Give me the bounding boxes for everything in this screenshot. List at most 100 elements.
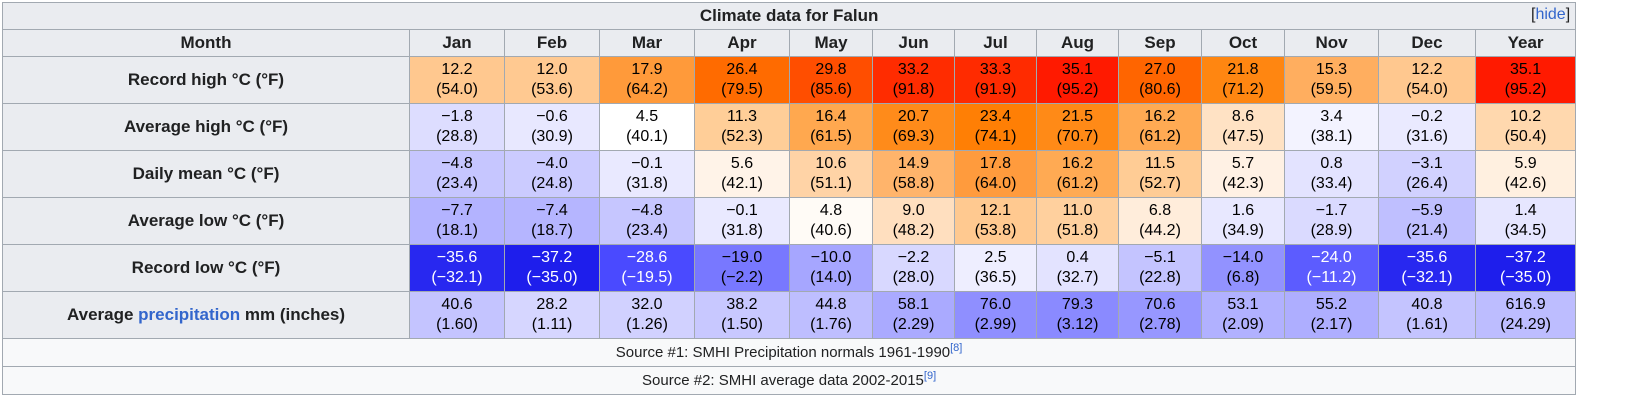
month-header-feb: Feb (504, 29, 600, 57)
fahrenheit-value: (18.7) (531, 222, 573, 239)
data-cell: −0.1 (31.8) (599, 150, 695, 198)
data-cell: −35.6 (−32.1) (1378, 244, 1476, 292)
celsius-value: 10.6 (815, 155, 847, 172)
precipitation-link[interactable]: precipitation (138, 305, 241, 324)
fahrenheit-value: (52.7) (1139, 175, 1181, 192)
fahrenheit-value: (33.4) (1310, 175, 1353, 192)
fahrenheit-value: (1.50) (721, 316, 763, 333)
fahrenheit-value: (1.26) (626, 316, 668, 333)
table-row: Record low °C (°F) −35.6 (−32.1) −37.2 (−35.… (2, 244, 1577, 292)
celsius-value: 55.2 (1315, 296, 1348, 313)
fahrenheit-value: (1.11) (531, 316, 573, 333)
celsius-value: 32.0 (631, 296, 663, 313)
fahrenheit-value: (53.8) (974, 222, 1017, 239)
celsius-value: 76.0 (979, 296, 1012, 313)
fahrenheit-value: (70.7) (1056, 128, 1099, 145)
month-header-may: May (789, 29, 873, 57)
data-cell: 2.5 (36.5) (954, 244, 1037, 292)
data-cell: −0.2 (31.6) (1378, 103, 1476, 151)
data-cell: 33.2 (91.8) (872, 56, 955, 104)
data-cell: 44.8 (1.76) (789, 291, 873, 339)
year-cell: 616.9 (24.29) (1474, 291, 1577, 339)
fahrenheit-value: (2.29) (892, 316, 935, 333)
celsius-value: 38.2 (726, 296, 758, 313)
celsius-value: −1.7 (1315, 202, 1348, 219)
fahrenheit-value: (−11.2) (1306, 269, 1357, 286)
celsius-value: −3.1 (1411, 155, 1443, 172)
source-text: Source #2: SMHI average data 2002-2015 (642, 372, 924, 389)
celsius-value: −24.0 (1311, 249, 1352, 266)
data-cell: 33.3 (91.9) (954, 56, 1037, 104)
celsius-value: −0.1 (726, 202, 758, 219)
celsius-value: 12.2 (1411, 61, 1443, 78)
data-cell: 3.4 (38.1) (1284, 103, 1379, 151)
table-row: Average high °C (°F) −1.8 (28.8) −0.6 (30.9)… (2, 103, 1577, 151)
data-cell: 16.2 (61.2) (1118, 103, 1202, 151)
reference-link[interactable]: [8] (950, 342, 963, 354)
fahrenheit-value: (31.8) (626, 175, 668, 192)
fahrenheit-value: (28.9) (1310, 222, 1353, 239)
fahrenheit-value: (6.8) (1226, 269, 1260, 286)
data-cell: −7.4 (18.7) (504, 197, 600, 245)
celsius-value: 35.1 (1510, 61, 1542, 78)
data-cell: 28.2 (1.11) (504, 291, 600, 339)
data-cell: −5.9 (21.4) (1378, 197, 1476, 245)
celsius-value: 15.3 (1315, 61, 1348, 78)
fahrenheit-value: (28.8) (436, 128, 478, 145)
celsius-value: 0.8 (1320, 155, 1343, 172)
fahrenheit-value: (34.9) (1222, 222, 1264, 239)
data-cell: 27.0 (80.6) (1118, 56, 1202, 104)
month-header-dec: Dec (1378, 29, 1476, 57)
celsius-value: −0.1 (631, 155, 663, 172)
table-row: Average low °C (°F) −7.7 (18.1) −7.4 (18.7) −… (2, 197, 1577, 245)
year-cell: 1.4 (34.5) (1474, 197, 1577, 245)
fahrenheit-value: (−19.5) (621, 269, 673, 286)
data-cell: 8.6 (47.5) (1201, 103, 1285, 151)
celsius-value: 12.0 (536, 61, 568, 78)
fahrenheit-value: (32.7) (1056, 269, 1099, 286)
data-cell: 23.4 (74.1) (954, 103, 1037, 151)
fahrenheit-value: (74.1) (974, 128, 1017, 145)
fahrenheit-value: (38.1) (1310, 128, 1353, 145)
fahrenheit-value: (91.8) (892, 81, 935, 98)
celsius-value: −7.4 (536, 202, 568, 219)
data-cell: −19.0 (−2.2) (694, 244, 790, 292)
celsius-value: 53.1 (1227, 296, 1259, 313)
data-cell: −4.8 (23.4) (599, 197, 695, 245)
fahrenheit-value: (2.09) (1222, 316, 1264, 333)
celsius-value: −35.6 (1406, 249, 1448, 266)
fahrenheit-value: (31.6) (1406, 128, 1448, 145)
month-header-mar: Mar (599, 29, 695, 57)
data-cell: 20.7 (69.3) (872, 103, 955, 151)
fahrenheit-value: (40.1) (626, 128, 668, 145)
fahrenheit-value: (95.2) (1056, 81, 1099, 98)
reference-link[interactable]: [9] (923, 370, 937, 382)
celsius-value: 0.4 (1066, 249, 1089, 266)
data-cell: −24.0 (−11.2) (1284, 244, 1379, 292)
hide-link[interactable]: hide (1535, 6, 1566, 23)
celsius-value: 16.4 (815, 108, 847, 125)
data-cell: −28.6 (−19.5) (599, 244, 695, 292)
year-cell: −37.2 (−35.0) (1474, 244, 1577, 292)
month-header: Month (2, 29, 410, 57)
data-cell: 35.1 (95.2) (1036, 56, 1119, 104)
celsius-value: 12.1 (979, 202, 1012, 219)
fahrenheit-value: (2.17) (1310, 316, 1353, 333)
data-cell: −1.8 (28.8) (409, 103, 505, 151)
data-cell: 12.0 (53.6) (504, 56, 600, 104)
celsius-value: 12.2 (441, 61, 473, 78)
data-cell: 6.8 (44.2) (1118, 197, 1202, 245)
fahrenheit-value: (64.0) (974, 175, 1017, 192)
data-cell: 11.5 (52.7) (1118, 150, 1202, 198)
data-cell: −35.6 (−32.1) (409, 244, 505, 292)
celsius-value: 8.6 (1231, 108, 1255, 125)
data-cell: −14.0 (6.8) (1201, 244, 1285, 292)
celsius-value: 11.3 (727, 108, 757, 125)
celsius-value: 23.4 (979, 108, 1012, 125)
celsius-value: −0.2 (1411, 108, 1443, 125)
row-label: Record high °C (°F) (2, 56, 410, 104)
celsius-value: −4.8 (631, 202, 663, 219)
data-cell: 5.7 (42.3) (1201, 150, 1285, 198)
data-cell: 10.6 (51.1) (789, 150, 873, 198)
fahrenheit-value: (30.9) (531, 128, 573, 145)
